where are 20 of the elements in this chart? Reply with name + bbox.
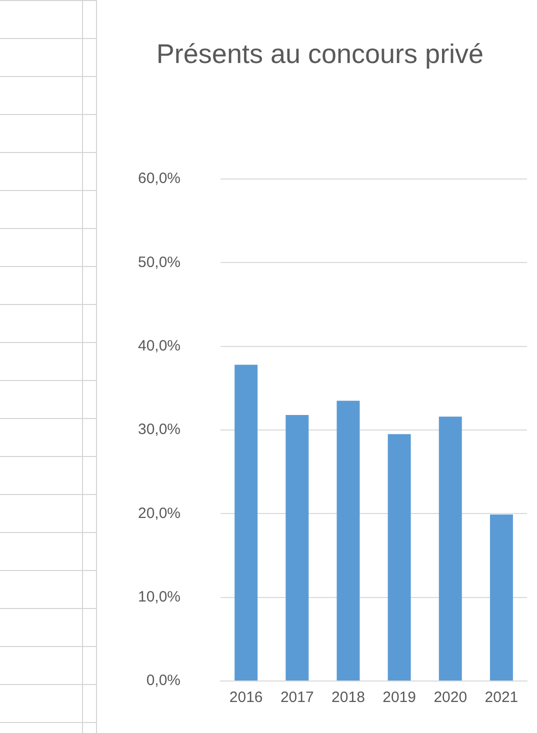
chart-title: Présents au concours privé: [155, 38, 485, 71]
bar: [388, 434, 411, 680]
x-tick-label: 2017: [280, 689, 314, 706]
y-tick-label: 40,0%: [138, 337, 181, 354]
y-tick-label: 30,0%: [138, 421, 181, 438]
bar: [336, 400, 360, 680]
bar: [490, 514, 513, 680]
x-tick-label: 2016: [229, 689, 263, 706]
bar: [234, 364, 258, 680]
y-tick-label: 20,0%: [138, 504, 181, 522]
y-tick-label: 10,0%: [138, 588, 181, 606]
bar: [286, 414, 309, 680]
y-tick-label: 60,0%: [138, 170, 181, 188]
x-tick-label: 2020: [434, 689, 468, 706]
y-tick-label: 0,0%: [146, 672, 181, 690]
y-tick-label: 50,0%: [138, 254, 181, 271]
x-tick-label: 2018: [332, 689, 365, 706]
x-tick-label: 2019: [382, 689, 416, 706]
x-tick-label: 2021: [484, 689, 518, 706]
bar: [438, 416, 462, 680]
